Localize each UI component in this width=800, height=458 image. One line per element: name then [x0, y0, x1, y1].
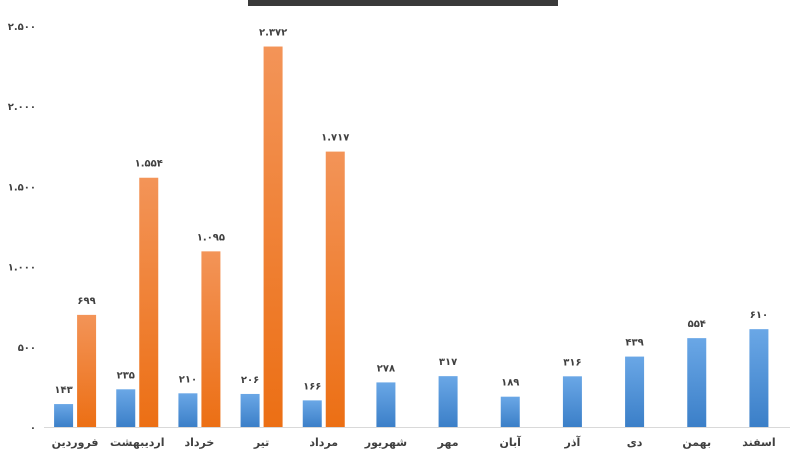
category-label: تیر	[253, 436, 269, 449]
data-label: ۳۱۷	[439, 357, 457, 368]
y-tick-label: ۱.۵۰۰	[8, 182, 36, 193]
bar-orange	[77, 314, 97, 427]
bar-blue	[240, 393, 260, 427]
data-label: ۲۱۰	[179, 374, 197, 385]
data-label: ۱.۷۱۷	[321, 133, 349, 144]
bar-blue	[749, 329, 769, 427]
category-label: مهر	[437, 436, 459, 449]
y-tick-label: ۲.۵۰۰	[8, 22, 36, 33]
title-fragment	[248, 0, 558, 6]
data-label: ۶۱۰	[750, 310, 768, 321]
bar-blue	[116, 389, 136, 427]
data-label: ۲۷۸	[377, 363, 395, 374]
bar-orange	[201, 251, 221, 427]
bar-blue	[562, 376, 582, 427]
bar-orange	[325, 151, 345, 427]
data-label: ۲.۳۷۲	[259, 28, 287, 39]
category-label: شهریور	[364, 436, 407, 449]
data-label: ۱۴۳	[54, 385, 72, 396]
bar-blue	[302, 400, 322, 427]
data-label: ۳۱۶	[563, 357, 581, 368]
data-label: ۱.۵۵۴	[135, 159, 163, 170]
category-label: خرداد	[184, 436, 214, 449]
y-tick-label: ۵۰۰	[18, 343, 36, 354]
bar-orange	[139, 177, 159, 427]
y-tick-label: ۰	[30, 423, 36, 434]
y-tick-label: ۱.۰۰۰	[8, 263, 36, 274]
data-label: ۱.۰۹۵	[197, 232, 225, 243]
bar-blue	[376, 382, 396, 427]
bar-blue	[500, 396, 520, 427]
data-label: ۱۸۹	[501, 378, 519, 389]
bar-blue	[687, 338, 707, 427]
category-label: مرداد	[309, 436, 338, 449]
data-label: ۱۶۶	[303, 381, 321, 392]
bars	[54, 46, 769, 428]
category-label: فروردین	[52, 436, 99, 449]
category-label: دی	[627, 436, 643, 449]
title-cropped-strip	[248, 0, 558, 6]
category-label: بهمن	[682, 436, 711, 449]
bar-orange	[263, 46, 283, 428]
category-label: آبان	[500, 435, 522, 449]
category-labels: فروردین اردیبهشت خرداد تیر مرداد شهریور مهر آبا…	[52, 435, 776, 449]
data-label: ۵۵۴	[688, 319, 706, 330]
data-label: ۲۰۶	[241, 375, 259, 386]
bar-blue	[438, 376, 458, 427]
data-label: ۲۳۵	[117, 370, 135, 381]
bar-blue	[54, 404, 74, 427]
data-label: ۴۳۹	[625, 338, 643, 349]
y-tick-label: ۲.۰۰۰	[8, 102, 36, 113]
category-label: آذر	[564, 435, 581, 449]
category-label: اردیبهشت	[110, 436, 164, 449]
data-label: ۶۹۹	[77, 296, 95, 307]
data-labels: ۱۴۳ ۶۹۹ ۲۳۵ ۱.۵۵۴ ۲۱۰ ۱.۰۹۵ ۲۰۶ ۲.۳۷۲ ۱۶۶ ۱.۷۱۷ ۲۷…	[54, 28, 768, 397]
y-axis: ۰ ۵۰۰ ۱.۰۰۰ ۱.۵۰۰ ۲.۰۰۰ ۲.۵۰۰	[8, 22, 36, 434]
bar-blue	[625, 356, 645, 427]
bar-blue	[178, 393, 198, 427]
category-label: اسفند	[742, 436, 775, 449]
